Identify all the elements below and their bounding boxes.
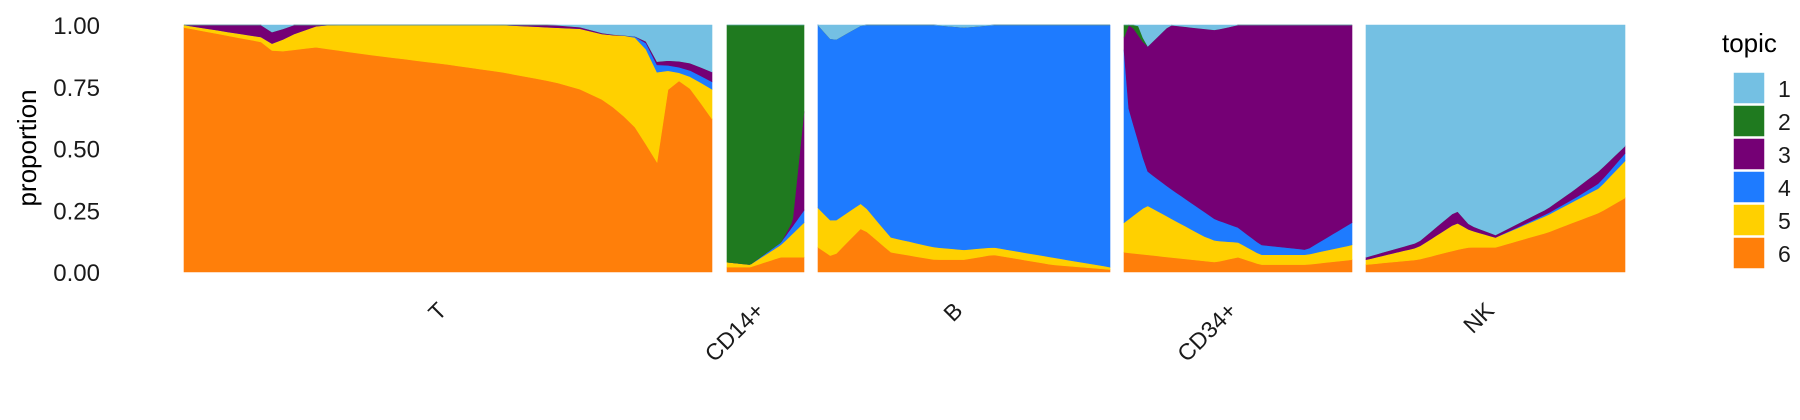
facet-5	[1365, 24, 1626, 273]
facet-label-2: CD14+	[700, 297, 769, 366]
legend-label-topic-3: 3	[1778, 142, 1791, 168]
legend: topic 1 2 3 4 5 6	[1722, 28, 1791, 270]
y-tick-label-0: 0.00	[53, 260, 100, 287]
facet-1-topic-1-area	[184, 24, 713, 73]
legend-swatch-topic-5	[1732, 203, 1766, 237]
facet-label-1: T	[423, 297, 451, 325]
legend-label-topic-6: 6	[1778, 241, 1791, 267]
legend-swatch-topic-6	[1732, 236, 1766, 270]
legend-label-topic-4: 4	[1778, 175, 1791, 201]
facet-3	[817, 24, 1111, 273]
y-tick-label-2: 0.50	[53, 137, 100, 164]
facet-5-topic-1-area	[1365, 24, 1626, 258]
facet-label-4: CD34+	[1172, 297, 1241, 366]
facet-3-topic-1-area	[817, 24, 1110, 40]
legend-label-topic-2: 2	[1778, 109, 1791, 135]
facet-label-3: B	[938, 297, 967, 326]
legend-swatch-topic-1	[1732, 71, 1766, 105]
facet-2	[726, 24, 805, 273]
facet-1	[183, 24, 713, 273]
facet-4-topic-1-area	[1124, 24, 1352, 47]
legend-swatch-topic-3	[1732, 137, 1766, 171]
legend-swatch-topic-4	[1732, 170, 1766, 204]
y-axis-title: proportion	[12, 89, 42, 206]
y-tick-label-3: 0.75	[53, 75, 100, 102]
facet-4	[1123, 24, 1353, 273]
legend-label-topic-5: 5	[1778, 208, 1791, 234]
y-tick-label-1: 0.25	[53, 198, 100, 225]
legend-items: 1 2 3 4 5 6	[1732, 71, 1791, 270]
legend-title: topic	[1722, 28, 1777, 58]
legend-swatch-topic-2	[1732, 104, 1766, 138]
facet-panels: T CD14+ B CD34+ NK	[183, 24, 1626, 367]
y-axis-ticks: 0.00 0.25 0.50 0.75 1.00	[53, 13, 100, 287]
facet-label-5: NK	[1458, 297, 1499, 338]
legend-label-topic-1: 1	[1778, 76, 1791, 102]
y-tick-label-4: 1.00	[53, 13, 100, 40]
